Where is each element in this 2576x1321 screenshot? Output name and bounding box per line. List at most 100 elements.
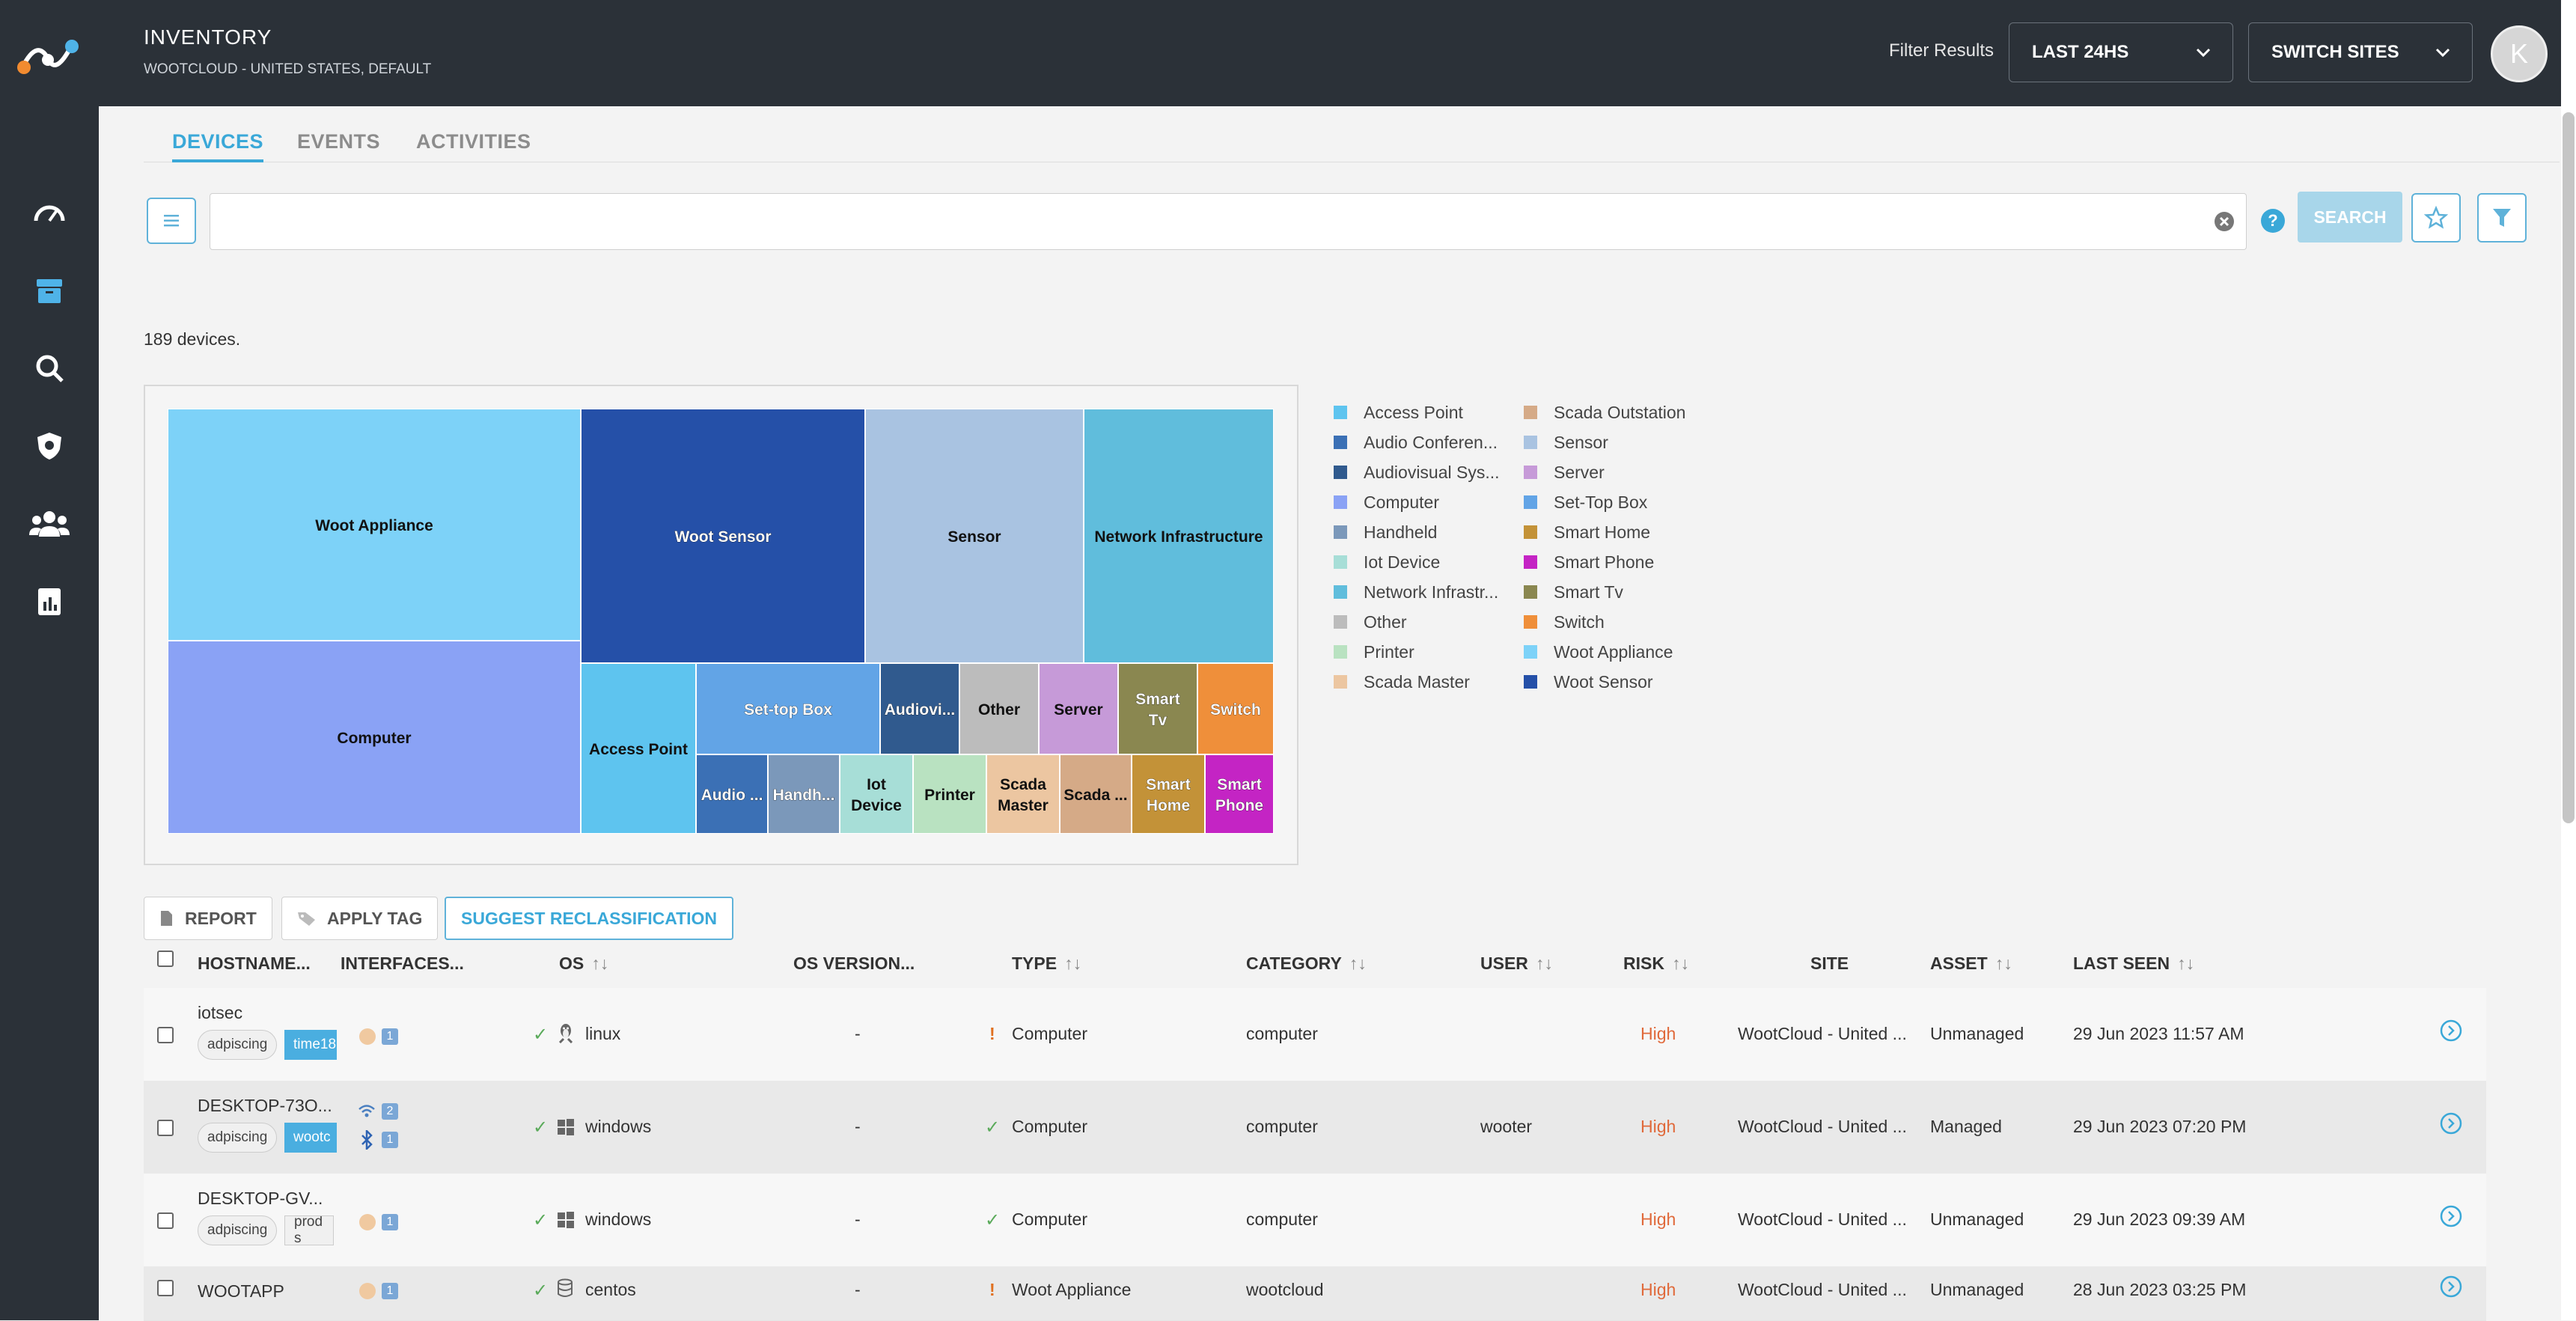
treemap-tile[interactable] [1059,754,1132,834]
legend-item[interactable]: Iot Device [1334,551,1440,573]
clear-icon[interactable] [2213,210,2235,233]
tag-chip[interactable]: adpiscing [198,1030,278,1060]
legend-item[interactable]: Smart Home [1524,521,1650,543]
legend-item[interactable]: Switch [1524,611,1605,633]
legend-item[interactable]: Network Infrastr... [1334,581,1498,603]
column-header-user-label: USER [1480,954,1528,973]
row-checkbox[interactable] [157,1280,174,1296]
help-icon[interactable]: ? [2260,208,2286,234]
treemap-tile[interactable] [168,640,582,834]
user-avatar[interactable]: K [2491,25,2548,82]
legend-item[interactable]: Woot Appliance [1524,641,1673,663]
treemap-tile[interactable] [912,754,987,834]
legend-item[interactable]: Other [1334,611,1407,633]
tag-chip[interactable]: wootc [284,1123,337,1153]
legend-item[interactable]: Handheld [1334,521,1437,543]
treemap-tile[interactable] [1083,409,1274,664]
legend-item[interactable]: Computer [1334,491,1439,513]
legend-item[interactable]: Scada Master [1334,671,1470,693]
legend-item[interactable]: Set-Top Box [1524,491,1647,513]
search-icon[interactable] [27,346,72,391]
treemap-tile-label: Master [998,797,1049,814]
select-all-checkbox[interactable] [157,951,174,967]
legend-item[interactable]: Scada Outstation [1524,401,1685,424]
list-view-button[interactable] [147,198,196,244]
hostname-cell[interactable]: WOOTAPP [198,1281,284,1301]
legend-item[interactable]: Woot Sensor [1524,671,1653,693]
hostname-cell[interactable]: DESKTOP-GV... [198,1189,323,1208]
treemap-tile[interactable] [695,754,769,834]
hostname-cell[interactable]: iotsec [198,1003,243,1022]
table-row[interactable]: WOOTAPP 1 ✓ centos - ! Woot Appliance wo… [144,1266,2486,1321]
tab-devices[interactable]: DEVICES [172,130,264,162]
legend-item[interactable]: Smart Tv [1524,581,1623,603]
table-row[interactable]: DESKTOP-GV... adpiscing prod s 1 ✓ windo… [144,1174,2486,1267]
legend-item[interactable]: Access Point [1334,401,1463,424]
tab-events[interactable]: EVENTS [297,130,381,153]
open-details-icon[interactable] [2440,1275,2462,1298]
column-header-interfaces[interactable]: INTERFACES... [341,954,464,973]
tab-activities[interactable]: ACTIVITIES [416,130,531,153]
app-logo[interactable] [15,30,82,82]
row-checkbox[interactable] [157,1027,174,1043]
tag-chip[interactable]: adpiscing [198,1215,278,1245]
speedometer-icon[interactable] [27,190,72,235]
column-header-hostname[interactable]: HOSTNAME... [198,954,311,973]
open-details-icon[interactable] [2440,1019,2462,1042]
treemap-tile[interactable] [1197,662,1274,755]
favorite-button[interactable] [2411,193,2461,242]
table-row[interactable]: iotsec adpiscing time18 1 ✓ linux - ! Co… [144,988,2486,1081]
treemap-tile[interactable] [1038,662,1119,755]
column-header-asset[interactable]: ASSET ↑↓ [1930,954,2012,974]
treemap-tile[interactable] [839,754,914,834]
column-header-risk[interactable]: RISK ↑↓ [1623,954,1689,974]
row-checkbox[interactable] [157,1212,174,1229]
tag-chip[interactable]: time18 [284,1030,337,1060]
treemap-tile[interactable] [580,662,697,834]
time-filter-select[interactable]: LAST 24HS [2009,22,2233,82]
column-header-os[interactable]: OS ↑↓ [559,954,608,974]
column-header-category[interactable]: CATEGORY ↑↓ [1246,954,1367,974]
row-checkbox[interactable] [157,1120,174,1136]
legend-item[interactable]: Audio Conferen... [1334,431,1498,454]
column-header-site[interactable]: SITE [1810,954,1849,973]
hostname-cell[interactable]: DESKTOP-73O... [198,1096,332,1115]
tag-chip[interactable]: adpiscing [198,1123,278,1153]
column-header-type[interactable]: TYPE ↑↓ [1012,954,1081,974]
apply-tag-button[interactable]: APPLY TAG [281,897,439,940]
shield-icon[interactable] [27,424,72,469]
scrollbar-thumb[interactable] [2563,112,2575,823]
treemap-tile-label: Audio ... [701,787,763,804]
legend-item[interactable]: Audiovisual Sys... [1334,461,1500,483]
filter-button[interactable] [2477,193,2527,242]
table-row[interactable]: DESKTOP-73O... adpiscing wootc 2 1 ✓ win… [144,1081,2486,1174]
tag-chip[interactable]: prod s [284,1215,334,1245]
suggest-reclassification-button[interactable]: SUGGEST RECLASSIFICATION [445,897,734,940]
search-input[interactable] [210,193,2247,250]
inventory-box-icon[interactable] [27,268,72,313]
report-icon[interactable] [27,579,72,624]
legend-item[interactable]: Sensor [1524,431,1608,454]
column-header-last-seen[interactable]: LAST SEEN ↑↓ [2073,954,2194,974]
treemap-tile[interactable] [1131,754,1206,834]
risk-cell: High [1640,1024,1676,1043]
page-scrollbar[interactable] [2561,0,2576,1320]
column-header-os-version[interactable]: OS VERSION... [793,954,915,973]
switch-sites-select[interactable]: SWITCH SITES [2248,22,2473,82]
legend-item[interactable]: Smart Phone [1524,551,1654,573]
sort-icon: ↑↓ [1671,954,1689,973]
column-header-user[interactable]: USER ↑↓ [1480,954,1553,974]
treemap-tile[interactable] [1117,662,1198,755]
search-button[interactable]: SEARCH [2298,192,2402,242]
treemap-tile[interactable] [1204,754,1274,834]
windows-icon [558,1119,574,1135]
legend-label: Network Infrastr... [1364,582,1499,602]
treemap-tile[interactable] [986,754,1060,834]
open-details-icon[interactable] [2440,1112,2462,1135]
report-button[interactable]: REPORT [144,897,272,940]
treemap-tile[interactable] [580,409,866,664]
users-icon[interactable] [27,501,72,546]
legend-item[interactable]: Printer [1334,641,1414,663]
open-details-icon[interactable] [2440,1205,2462,1227]
legend-item[interactable]: Server [1524,461,1605,483]
